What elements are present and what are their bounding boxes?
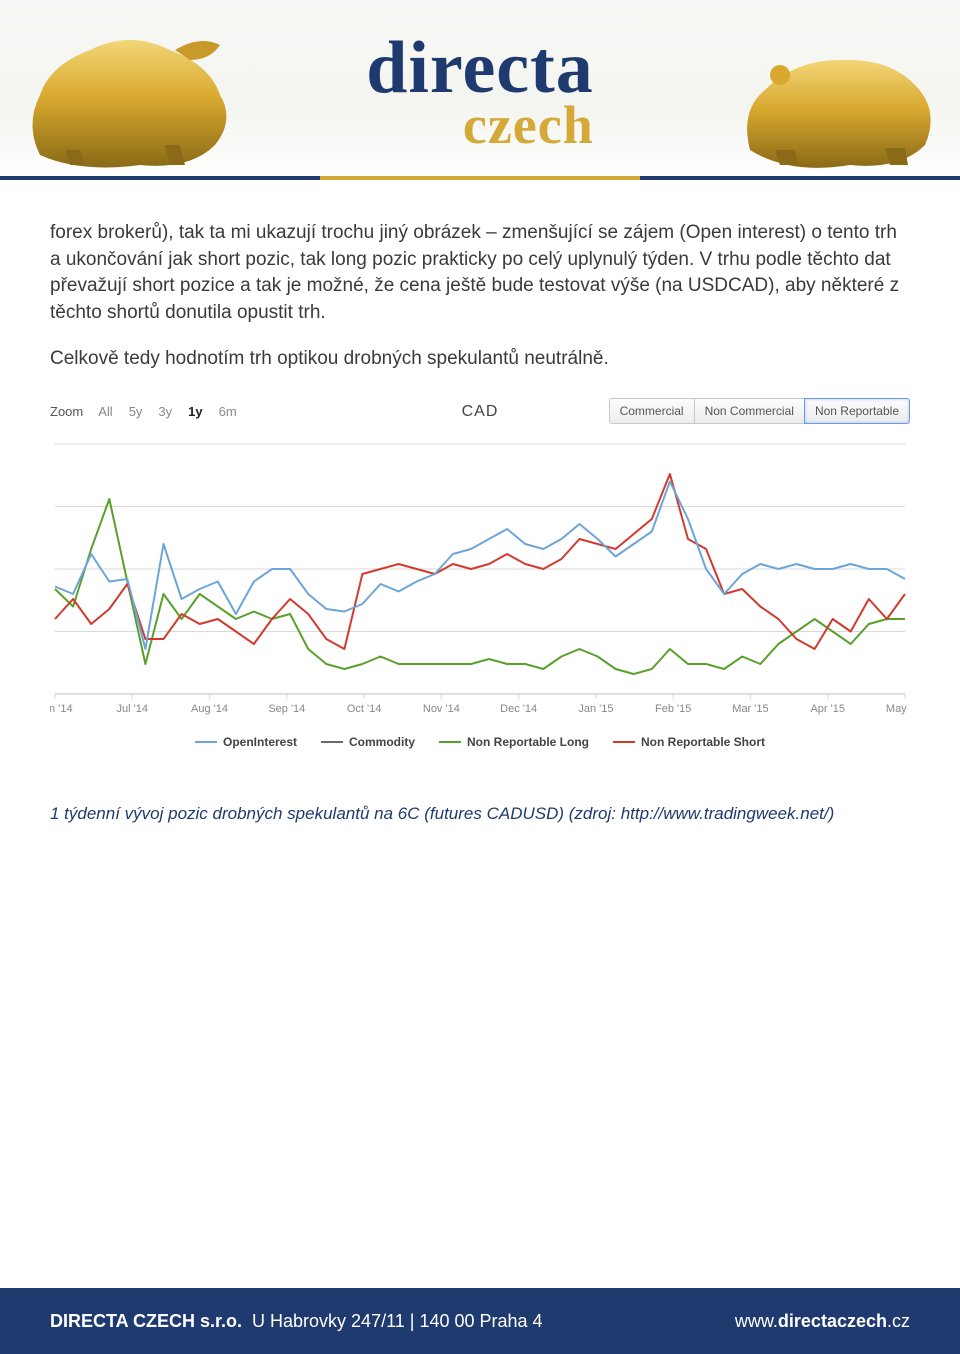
caption-prefix: 1 týdenní vývoj pozic drobných spekulant… [50,804,621,823]
page-footer: DIRECTA CZECH s.r.o. U Habrovky 247/11 |… [0,1288,960,1354]
legend-item-commodity[interactable]: Commodity [321,735,415,749]
legend-item-non-reportable-long[interactable]: Non Reportable Long [439,735,589,749]
svg-text:Jan '15: Jan '15 [578,703,613,715]
chart-title: CAD [462,403,499,421]
toggle-non-commercial-button[interactable]: Non Commercial [694,398,805,424]
brand-logo: directa czech [366,35,594,156]
page-header: directa czech [0,0,960,180]
chart-plot: Jun '14 Jul '14 Aug '14 Sep '14 Oct '14 Nov '… [50,434,910,724]
svg-text:Dec '14: Dec '14 [500,703,537,715]
chart-legend: OpenInterest Commodity Non Reportable Long… [50,732,910,749]
svg-text:Jun '14: Jun '14 [50,703,73,715]
legend-item-non-reportable-short[interactable]: Non Reportable Short [613,735,765,749]
svg-text:May '15: May '15 [886,703,910,715]
chart-container: Zoom All5y3y1y6m CAD CommercialNon Comme… [50,398,910,749]
footer-site-bold: directaczech [778,1311,887,1331]
chart-header: Zoom All5y3y1y6m CAD CommercialNon Comme… [50,398,910,426]
svg-text:Feb '15: Feb '15 [655,703,691,715]
footer-site-prefix: www. [735,1311,778,1331]
footer-company: DIRECTA CZECH s.r.o. [50,1311,242,1332]
svg-text:Jul '14: Jul '14 [117,703,148,715]
svg-text:Apr '15: Apr '15 [810,703,845,715]
toggle-commercial-button[interactable]: Commercial [609,398,695,424]
paragraph-2: Celkově tedy hodnotím trh optikou drobný… [50,346,910,373]
footer-site: www.directaczech.cz [735,1311,910,1332]
paragraph-1: forex brokerů), tak ta mi ukazují trochu… [50,220,910,326]
caption-suffix: ) [829,804,835,823]
page-content: forex brokerů), tak ta mi ukazují trochu… [0,180,960,824]
zoom-all-button[interactable]: All [91,402,119,421]
zoom-1y-button[interactable]: 1y [181,402,209,421]
zoom-5y-button[interactable]: 5y [122,402,150,421]
bull-image [20,25,240,170]
toggle-non-reportable-button[interactable]: Non Reportable [804,398,910,424]
footer-address: U Habrovky 247/11 | 140 00 Praha 4 [252,1311,543,1332]
zoom-3y-button[interactable]: 3y [151,402,179,421]
chart-caption: 1 týdenní vývoj pozic drobných spekulant… [50,804,910,824]
brand-top: directa [366,35,594,102]
svg-text:Aug '14: Aug '14 [191,703,228,715]
svg-text:Mar '15: Mar '15 [732,703,768,715]
header-divider [0,176,960,180]
legend-item-openinterest[interactable]: OpenInterest [195,735,297,749]
caption-link[interactable]: http://www.tradingweek.net/ [621,804,829,823]
svg-text:Oct '14: Oct '14 [347,703,382,715]
zoom-6m-button[interactable]: 6m [212,402,244,421]
svg-text:Sep '14: Sep '14 [268,703,305,715]
chart-toggle-group: CommercialNon CommercialNon Reportable [610,398,910,424]
bear-image [740,40,940,170]
footer-site-suffix: .cz [887,1311,910,1331]
zoom-label: Zoom [50,404,83,419]
svg-text:Nov '14: Nov '14 [423,703,460,715]
